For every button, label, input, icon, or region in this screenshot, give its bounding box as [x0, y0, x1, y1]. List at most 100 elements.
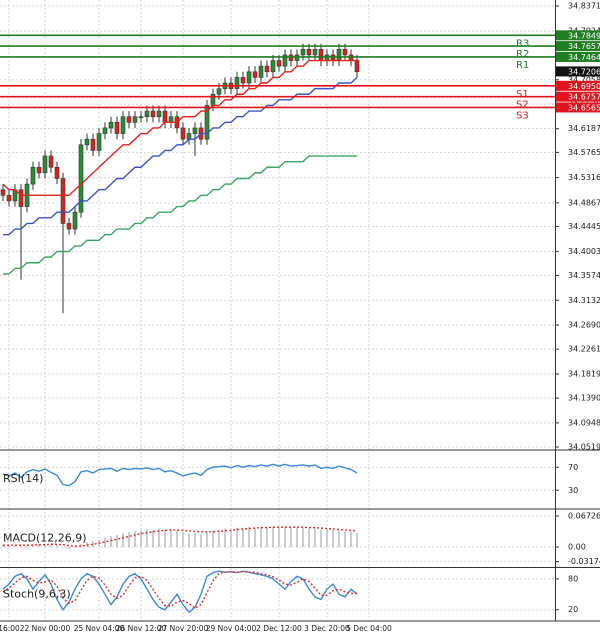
x-tick-label: 3 Dec 20:00	[304, 624, 350, 633]
candle-body	[342, 49, 348, 56]
candle-body	[108, 122, 114, 129]
candle-body	[78, 144, 84, 213]
level-name: R1	[516, 60, 529, 71]
indicator-line	[3, 155, 357, 275]
candle-body	[18, 189, 24, 207]
level-label: 34.69500	[568, 82, 600, 91]
candle-body	[150, 110, 156, 118]
level-name: S2	[516, 100, 529, 111]
level-box	[556, 41, 600, 52]
level-box	[556, 91, 600, 102]
candle-body	[54, 166, 60, 179]
level-name: S1	[516, 89, 529, 100]
y-tick-label: 34.31320	[568, 296, 600, 305]
candle-body	[234, 77, 240, 89]
level-label: 34.74640	[568, 53, 600, 62]
candle-body	[192, 127, 198, 134]
last-price-box	[556, 66, 600, 77]
y-tick-label: 34.09480	[568, 418, 600, 427]
level-box	[556, 30, 600, 41]
level-label: 34.67570	[568, 93, 600, 102]
candle-body	[186, 133, 192, 140]
level-label: 34.76570	[568, 42, 600, 51]
y-tick-label: -0.031746	[568, 557, 600, 566]
candle-body	[312, 49, 318, 56]
y-tick-label: 30	[568, 486, 578, 495]
candle-body	[96, 133, 102, 151]
candle-body	[300, 49, 306, 56]
last-price-label: 34.72064	[568, 67, 600, 76]
y-tick-label: 0.067263	[568, 511, 600, 520]
candle-body	[246, 71, 252, 84]
level-name: R2	[516, 49, 529, 60]
x-tick-label: 25 Nov 04:00	[74, 624, 125, 633]
panel-title: RSI(14)	[3, 472, 43, 485]
y-tick-label: 34.53160	[568, 173, 600, 182]
level-box	[556, 51, 600, 62]
x-tick-label: 16:00	[0, 624, 20, 633]
mark-layer	[0, 43, 360, 614]
candle-body	[6, 195, 12, 202]
level-name: S3	[516, 110, 529, 121]
candle-body	[156, 110, 162, 118]
candle-body	[84, 138, 90, 146]
candle-body	[306, 49, 312, 56]
candle-body	[72, 211, 78, 230]
candle-body	[144, 110, 150, 118]
level-box	[556, 102, 600, 113]
grid-layer: 34.8371034.7924034.7058034.6625034.61870…	[0, 0, 600, 621]
x-tick-label: 27 Nov 20:00	[158, 624, 209, 633]
indicator-line	[2, 570, 357, 610]
y-tick-label: 0.00	[568, 543, 586, 552]
x-tick-label: 26 Nov 12:00	[116, 624, 167, 633]
candle-body	[240, 77, 246, 84]
candle-body	[114, 122, 120, 134]
y-tick-label: 34.57650	[568, 148, 600, 157]
y-tick-label: 34.40030	[568, 247, 600, 256]
y-tick-label: 34.70580	[568, 75, 600, 84]
y-tick-label: 34.83710	[568, 2, 600, 11]
y-tick-label: 34.35740	[568, 271, 600, 280]
candle-body	[282, 54, 288, 67]
level-label: 34.65650	[568, 103, 600, 112]
x-tick-label: 2 Dec 12:00	[256, 624, 302, 633]
candle-body	[60, 178, 66, 224]
candle-body	[354, 60, 360, 73]
panel-title: Stoch(9,6,3)	[3, 587, 71, 600]
candle-body	[132, 116, 138, 123]
candle-body	[204, 105, 210, 140]
y-tick-label: 20	[568, 605, 578, 614]
candle-body	[66, 223, 72, 230]
y-tick-label: 34.61870	[568, 124, 600, 133]
level-label: 34.78490	[568, 31, 600, 40]
candle-body	[276, 60, 282, 67]
candle-body	[42, 155, 48, 174]
candle-body	[258, 65, 264, 78]
candle-body	[120, 116, 126, 134]
candle-body	[216, 88, 222, 95]
indicator-line	[3, 76, 358, 236]
candle-body	[48, 155, 54, 168]
x-tick-label: 22 Nov 00:00	[20, 624, 71, 633]
candle-body	[168, 116, 174, 123]
candle-body	[180, 127, 186, 140]
candle-body	[252, 71, 258, 78]
indicator-line	[3, 526, 358, 547]
y-tick-label: 34.48670	[568, 198, 600, 207]
candle-body	[126, 116, 132, 123]
y-tick-label: 34.18190	[568, 370, 600, 379]
y-tick-label: 80	[568, 574, 578, 583]
candle-body	[0, 189, 6, 196]
x-tick-label: 29 Nov 04:00	[206, 624, 257, 633]
y-tick-label: 34.22610	[568, 345, 600, 354]
candle-body	[36, 166, 42, 174]
candle-body	[264, 65, 270, 73]
indicator-line	[2, 570, 358, 614]
y-tick-label: 70	[568, 463, 578, 472]
candle-body	[138, 116, 144, 119]
candle-body	[102, 127, 108, 134]
